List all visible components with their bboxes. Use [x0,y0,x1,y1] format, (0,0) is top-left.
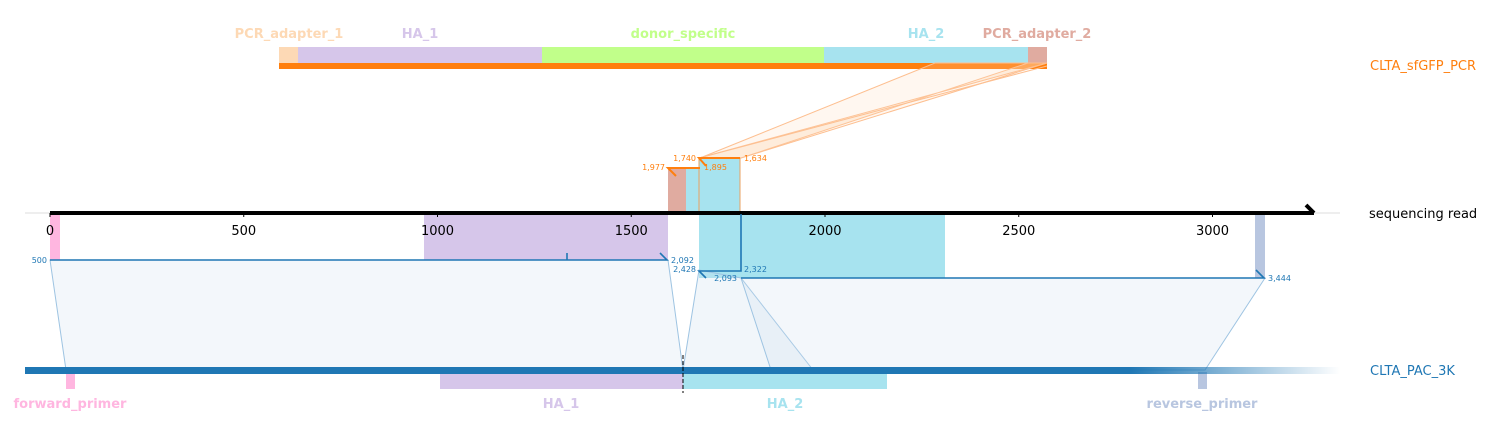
pac-coord-a: 500 [32,256,47,265]
pcr-adapter-2-block [1028,47,1047,65]
pcr-projection-line [698,65,1048,159]
pcr-coord-d: 1,634 [744,154,767,163]
pcr-aligned-blocks: 1,977 1,740 1,895 1,634 [642,154,767,215]
ref-ha-2-block [683,372,887,389]
read-tick-label: 2000 [808,224,841,239]
read-tick-label: 1500 [615,224,648,239]
ref-ha-2-label: HA_2 [767,397,804,412]
pac-coord-d: 2,093 [714,274,737,283]
pcr-alignment-arrow-2 [696,157,740,167]
ref-forward-primer-label: forward_primer [14,397,128,412]
pac-coord-f: 3,444 [1268,274,1291,283]
read-tick-label: 2500 [1002,224,1035,239]
ref-forward-primer-block [66,372,75,389]
pcr-donor-specific-label: donor_specific [631,27,736,42]
pac-coord-c: 2,428 [673,265,696,274]
read-tick-label: 1000 [421,224,454,239]
read-name: sequencing read [1369,207,1477,222]
pcr-alignment-projection [698,62,1048,159]
pcr-ha-2-label: HA_2 [908,27,945,42]
pcr-adapter-1-block [279,47,298,65]
read-ticks: 0 500 1000 1500 2000 2500 3000 [46,213,1229,239]
pcr-alignment-arrow-1 [665,167,700,177]
pcr-ha-1-block [298,47,542,65]
pcr-adapter-2-label: PCR_adapter_2 [983,27,1092,42]
pcr-ha-1-label: HA_1 [402,27,439,42]
pac-alignment-projection: 500 2,092 2,428 2,093 2,322 3,444 [32,214,1291,371]
read-ha-1-block [424,214,668,260]
read-forward-primer-block [50,214,60,260]
ref-ha-1-block [440,372,683,389]
read-tick-label: 0 [46,224,54,239]
pac-alignment-arrow-1 [50,252,669,261]
pcr-product-bar [279,63,1047,69]
pcr-product-track: PCR_adapter_1 HA_1 donor_specific HA_2 P… [235,27,1476,74]
pcr-product-name: CLTA_sfGFP_PCR [1370,59,1476,74]
reference-track: forward_primer HA_1 HA_2 reverse_primer … [14,355,1455,412]
aligned-adapter-2-block [668,168,686,214]
pcr-ha-2-block [824,47,1028,65]
ref-reverse-primer-label: reverse_primer [1147,397,1259,412]
read-reverse-primer-block [1255,214,1265,278]
pac-coord-b: 2,092 [671,256,694,265]
pac-alignment-arrow-2 [697,214,742,279]
pcr-coord-b: 1,740 [673,154,696,163]
pcr-coord-c: 1,895 [704,163,727,172]
pcr-adapter-1-label: PCR_adapter_1 [235,27,344,42]
pcr-donor-specific-block [542,47,824,65]
pac-projection-3 [740,277,1266,371]
aligned-ha-2-block-upper [686,168,699,214]
pcr-coord-a: 1,977 [642,163,665,172]
read-tick-label: 500 [231,224,256,239]
read-feature-blocks [50,214,1265,278]
sequencing-read-axis: sequencing read 0 500 1000 1500 2000 2500 3000 [25,203,1477,239]
ref-reverse-primer-block [1198,372,1207,389]
reference-name: CLTA_PAC_3K [1370,364,1455,379]
pac-coord-e: 2,322 [744,265,767,274]
read-axis-arrow-icon [1304,203,1316,215]
aligned-ha-2-block-upper-2 [698,157,741,215]
read-tick-label: 3000 [1196,224,1229,239]
pac-alignment-arrow-3 [741,269,1266,279]
pac-projection-1 [49,259,684,371]
read-ha-2-block [699,214,945,278]
ref-ha-1-label: HA_1 [543,397,580,412]
